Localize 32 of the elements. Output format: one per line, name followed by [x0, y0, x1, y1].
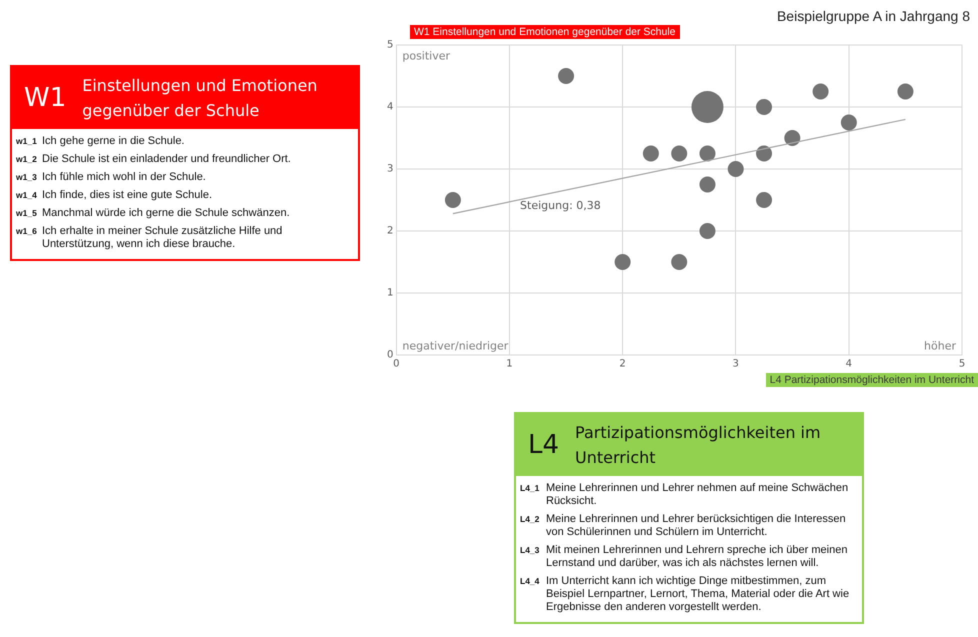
text: Partizipationsmöglichkeiten im Unterricht	[575, 422, 822, 469]
y-tick-label: 4	[386, 102, 394, 113]
text: L4_4 Im Unterricht kann ich wichtige Dinge mitbestimmen, zum Beispiel Lernpartner, Lernort, Thema, Material oder die Art wie Ergebnisse den anderen vorgestellt werden.	[520, 575, 850, 614]
text: w1_4 Ich finde, dies ist eine gute Schule.	[16, 189, 213, 202]
y-tick-label: 1	[386, 288, 394, 299]
text: W1	[24, 83, 66, 113]
annotation: negativer/niedriger	[402, 339, 509, 352]
annotation: höher	[924, 339, 956, 352]
chart-title: Beispielgruppe A in Jahrgang 8	[776, 8, 970, 24]
x-tick-label: 2	[619, 358, 626, 370]
y-axis-title: W1 Einstellungen und Emotionen gegenüber der Schule	[410, 25, 680, 39]
text: L4_3 Mit meinen Lehrerinnen und Lehrern spreche ich über meinen Lernstand und darüber, was ich als nächstes lernen will.	[520, 544, 848, 570]
text: w1_3 Ich fühle mich wohl in der Schule.	[16, 171, 207, 184]
text: L4_2 Meine Lehrerinnen und Lehrer berücksichtigen die Interessen von Schülerinnen und Schülern im Unterricht.	[520, 513, 847, 539]
x-tick-label: 5	[958, 358, 966, 370]
x-tick-label: 3	[732, 358, 739, 370]
x-tick-label: 4	[846, 358, 852, 370]
text: w1_5 Manchmal würde ich gerne die Schule schwänzen.	[16, 207, 291, 220]
y-tick-label: 5	[386, 40, 394, 51]
y-tick-label: 3	[386, 164, 394, 175]
text: Einstellungen und Emotionen gegenüber der Schule	[82, 75, 318, 122]
y-tick-label: 0	[386, 350, 394, 361]
text: L4	[528, 430, 560, 460]
text: w1_1 Ich gehe gerne in die Schule.	[16, 135, 186, 148]
text: L4_1 Meine Lehrerinnen und Lehrer nehmen auf meine Schwächen Rücksicht.	[520, 482, 850, 508]
x-tick-label: 1	[506, 358, 513, 370]
x-axis-title: L4 Partizipationsmöglichkeiten im Unterricht	[766, 373, 978, 387]
text: w1_6 Ich erhalte in meiner Schule zusätzliche Hilfe und Unterstützung, wenn ich diese brauche.	[16, 225, 284, 251]
annotation: positiver	[402, 49, 451, 62]
annotation: Steigung: 0,38	[520, 199, 601, 212]
y-tick-label: 2	[386, 226, 394, 237]
text: w1_2 Die Schule ist ein einladender und freundlicher Ort.	[16, 153, 292, 166]
